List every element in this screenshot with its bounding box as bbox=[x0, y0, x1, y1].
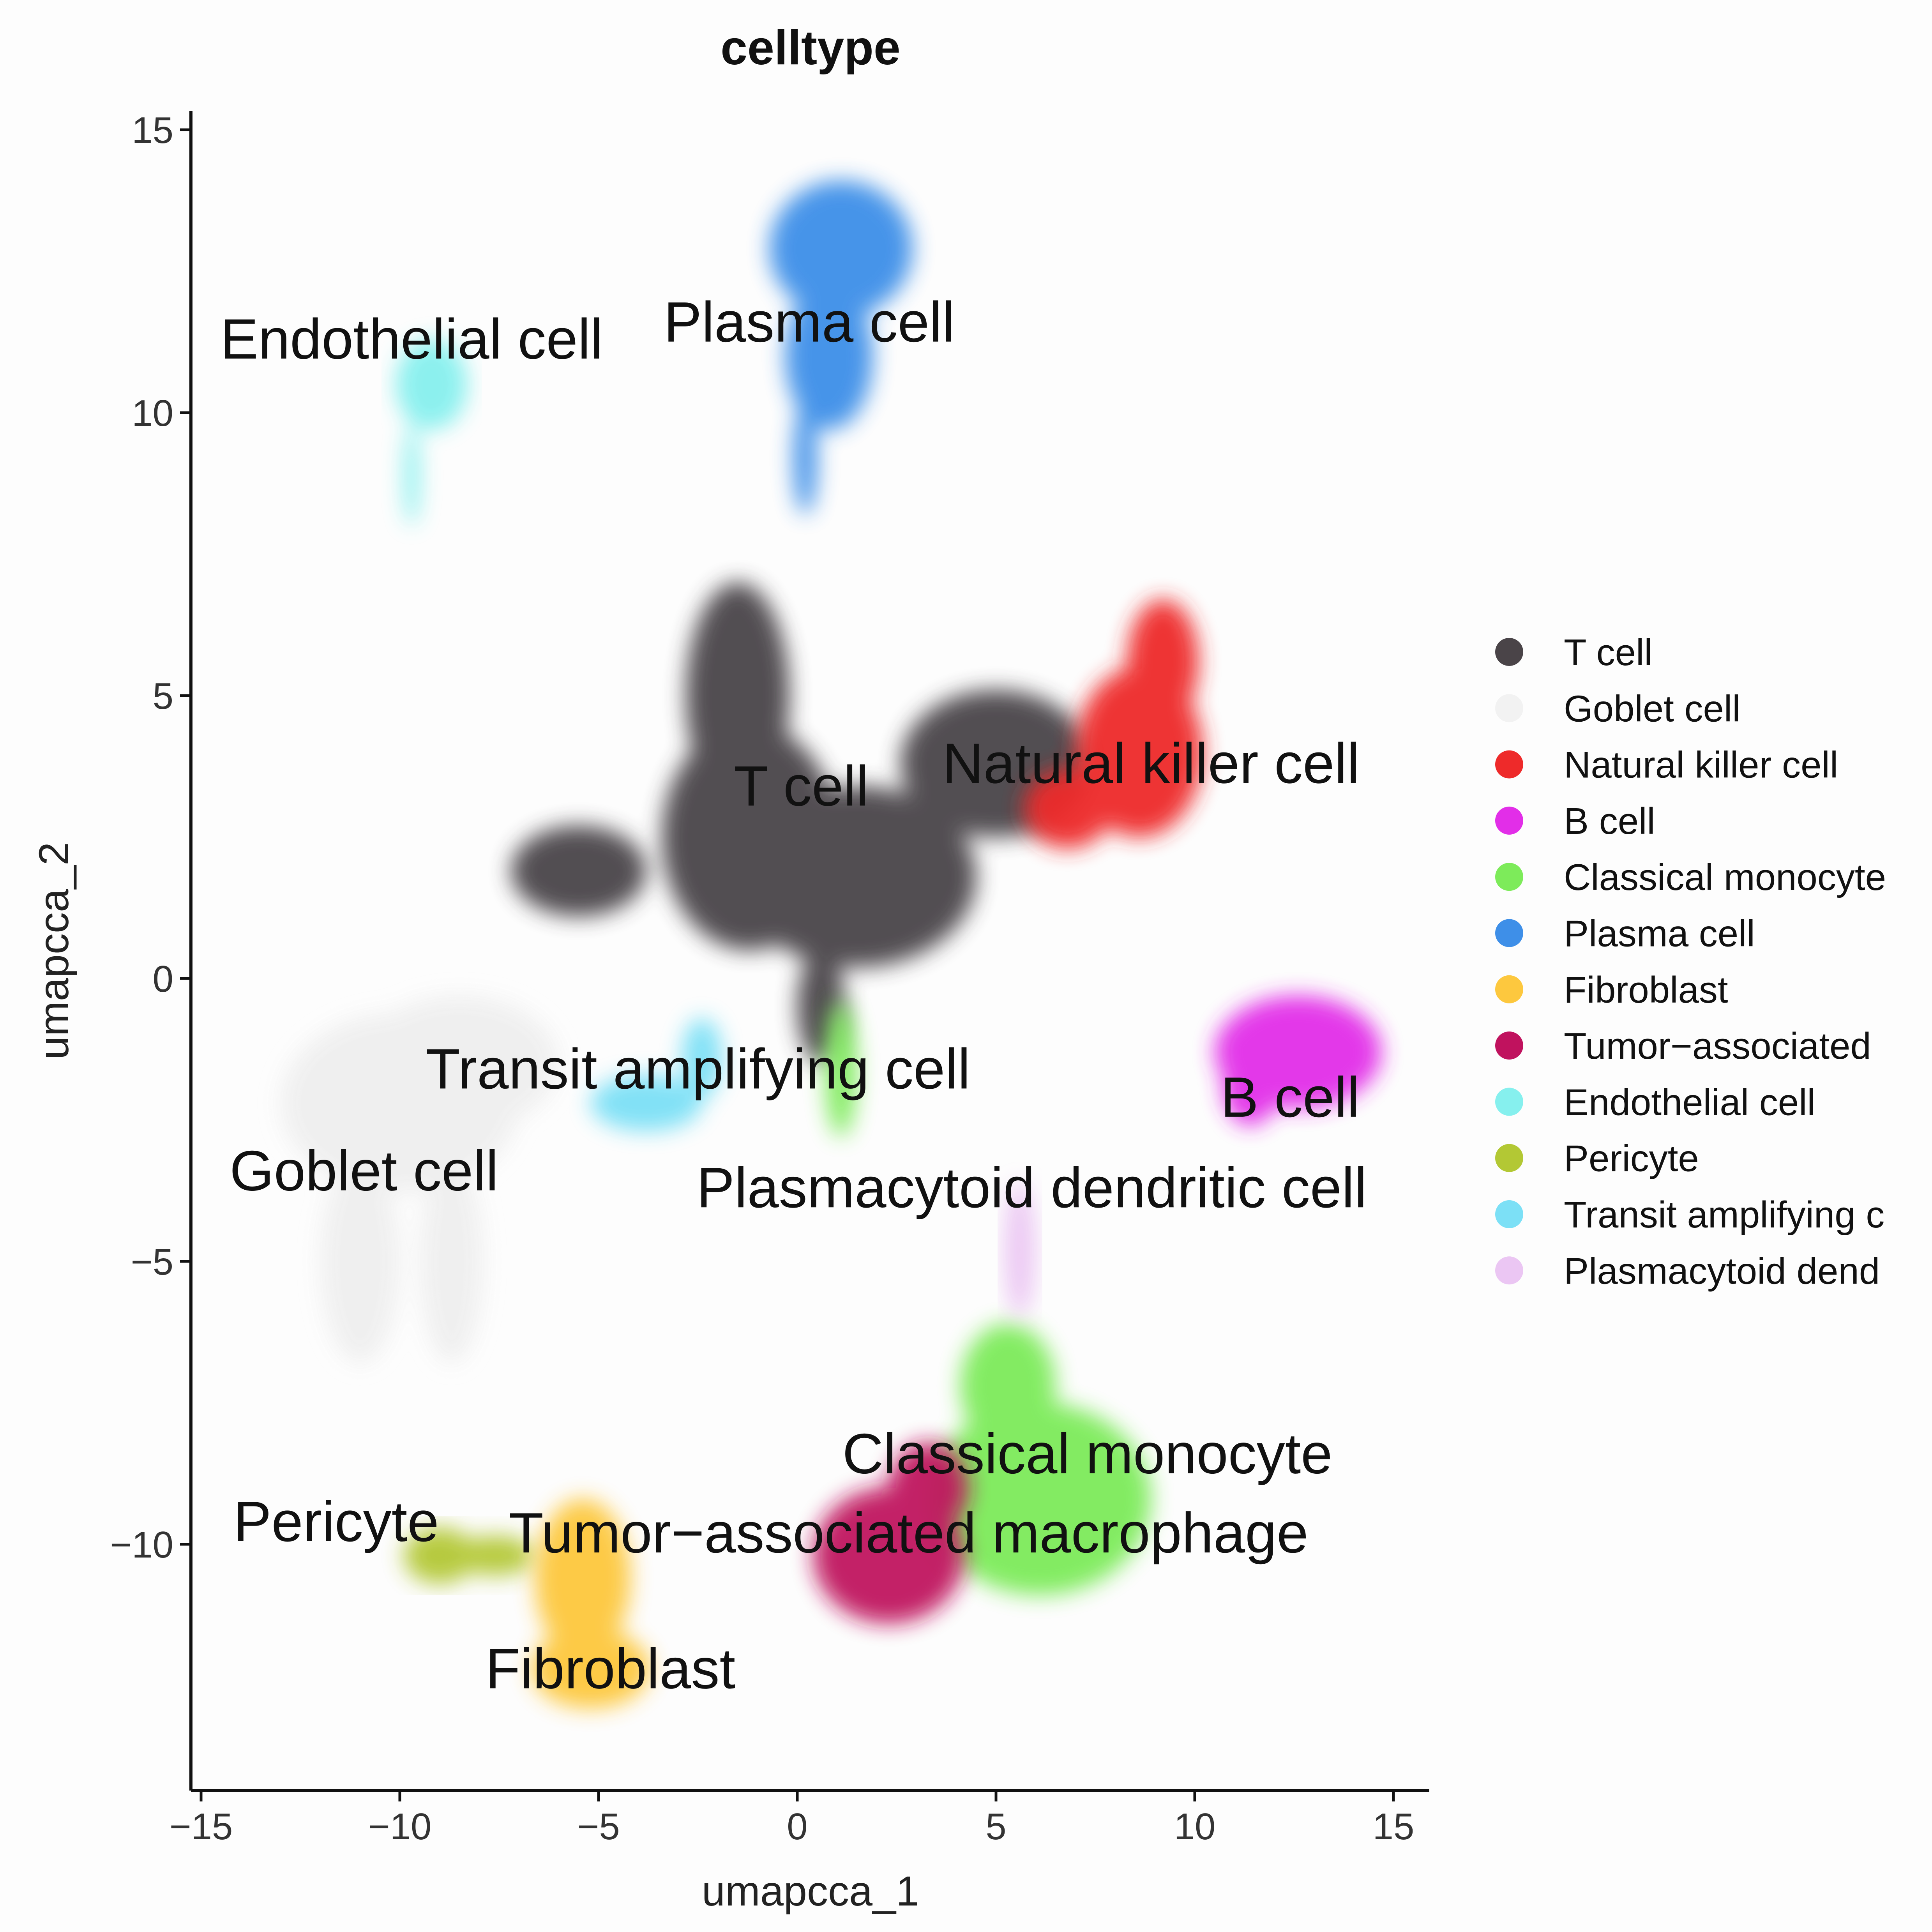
legend-key bbox=[1495, 1144, 1523, 1172]
x-tick-label: 5 bbox=[985, 1806, 1006, 1847]
cluster-label: Goblet cell bbox=[230, 1139, 498, 1203]
x-axis-label: umapcca_1 bbox=[702, 1867, 919, 1914]
cluster-pericyte bbox=[404, 1527, 535, 1584]
y-tick-label: 5 bbox=[153, 675, 173, 717]
cluster-natural-killer-cell bbox=[1024, 599, 1203, 849]
legend-key bbox=[1495, 863, 1523, 891]
legend-label: Pericyte bbox=[1564, 1138, 1699, 1180]
cluster-blob bbox=[531, 1629, 650, 1709]
legend-key bbox=[1495, 694, 1523, 722]
legend-label: Plasmacytoid dend bbox=[1564, 1250, 1880, 1292]
legend-key bbox=[1495, 1200, 1523, 1228]
y-tick-label: 15 bbox=[132, 109, 173, 151]
legend-key bbox=[1495, 750, 1523, 779]
y-tick-label: −10 bbox=[110, 1524, 173, 1566]
cluster-label: T cell bbox=[734, 754, 869, 818]
cluster-blob bbox=[404, 1527, 475, 1584]
legend: T cell Goblet cell Natural killer cell B ce… bbox=[1495, 632, 1886, 1292]
cluster-label: Tumor−associated macrophage bbox=[509, 1501, 1309, 1565]
x-tick-label: −15 bbox=[170, 1806, 233, 1847]
y-tick-label: −5 bbox=[131, 1241, 173, 1283]
legend-label: Transit amplifying c bbox=[1564, 1194, 1884, 1236]
cluster-blob bbox=[455, 1536, 535, 1575]
legend-label: Tumor−associated bbox=[1564, 1025, 1871, 1067]
cluster-blob bbox=[535, 1499, 630, 1658]
cluster-blob bbox=[404, 424, 420, 526]
cluster-blob bbox=[682, 1018, 722, 1097]
cluster-blob bbox=[1024, 769, 1111, 849]
cluster-blob bbox=[360, 995, 559, 1132]
cluster-blob bbox=[420, 1159, 484, 1363]
x-tick-label: 10 bbox=[1174, 1806, 1216, 1847]
legend-key bbox=[1495, 1088, 1523, 1116]
y-axis-label: umapcca_2 bbox=[30, 842, 77, 1060]
y-tick-label: 10 bbox=[132, 392, 173, 434]
cluster-blob bbox=[1127, 599, 1199, 724]
cluster-layer bbox=[281, 180, 1382, 1709]
cluster-goblet-cell bbox=[281, 995, 559, 1363]
cluster-transit-amplifying-cell bbox=[590, 1018, 722, 1132]
cluster-blob bbox=[825, 1001, 857, 1137]
cluster-classical-monocyte bbox=[825, 1001, 1151, 1595]
cluster-label: B cell bbox=[1220, 1065, 1360, 1129]
legend-key bbox=[1495, 1256, 1523, 1285]
cluster-tumor-associated-macrophage bbox=[813, 1442, 968, 1624]
legend-key bbox=[1495, 806, 1523, 835]
legend-label: Endothelial cell bbox=[1564, 1081, 1815, 1123]
cluster-endothelial-cell bbox=[396, 339, 468, 526]
y-tick-label: 0 bbox=[153, 958, 173, 1000]
legend-label: Plasma cell bbox=[1564, 913, 1755, 955]
legend-key bbox=[1495, 1031, 1523, 1060]
legend-label: T cell bbox=[1564, 632, 1653, 673]
legend-label: Goblet cell bbox=[1564, 688, 1741, 729]
cluster-blob bbox=[1222, 1046, 1279, 1126]
cluster-label: Natural killer cell bbox=[942, 731, 1360, 795]
cluster-blob bbox=[960, 1323, 1056, 1448]
x-tick-label: 0 bbox=[787, 1806, 807, 1847]
legend-label: Classical monocyte bbox=[1564, 857, 1886, 898]
legend-key bbox=[1495, 919, 1523, 947]
cluster-blob bbox=[396, 339, 468, 430]
cluster-label: Fibroblast bbox=[486, 1637, 735, 1700]
cluster-labels: Endothelial cell Plasma cell T cell Natural… bbox=[221, 290, 1367, 1701]
cluster-blob bbox=[785, 283, 873, 430]
cluster-plasmacytoid-dendritic-cell bbox=[1004, 1182, 1036, 1318]
x-tick-label: 15 bbox=[1373, 1806, 1415, 1847]
cluster-fibroblast bbox=[531, 1499, 650, 1709]
cluster-blob bbox=[769, 180, 913, 317]
cluster-t-cell bbox=[511, 582, 1091, 1063]
legend-label: B cell bbox=[1564, 800, 1655, 842]
chart-title: celltype bbox=[721, 21, 901, 75]
axes: −15 −10 −5 0 5 10 15 −10 −5 0 5 10 15 bbox=[110, 109, 1429, 1847]
cluster-blob bbox=[320, 1159, 400, 1363]
cluster-blob bbox=[793, 401, 817, 515]
cluster-b-cell bbox=[1215, 995, 1382, 1126]
legend-key bbox=[1495, 975, 1523, 1003]
legend-label: Natural killer cell bbox=[1564, 744, 1838, 786]
legend-label: Fibroblast bbox=[1564, 969, 1728, 1011]
cluster-label: Transit amplifying cell bbox=[426, 1037, 970, 1100]
cluster-label: Pericyte bbox=[233, 1490, 439, 1553]
cluster-blob bbox=[590, 1074, 702, 1132]
cluster-blob bbox=[511, 825, 646, 917]
cluster-label: Plasmacytoid dendritic cell bbox=[697, 1156, 1367, 1219]
cluster-blob bbox=[928, 1403, 1151, 1595]
cluster-label: Endothelial cell bbox=[221, 307, 603, 371]
cluster-plasma-cell bbox=[769, 180, 913, 515]
cluster-label: Classical monocyte bbox=[842, 1422, 1333, 1485]
x-tick-label: −5 bbox=[577, 1806, 620, 1847]
legend-key bbox=[1495, 638, 1523, 666]
cluster-blob bbox=[888, 1442, 968, 1533]
cluster-blob bbox=[738, 786, 976, 967]
cluster-label: Plasma cell bbox=[664, 290, 954, 354]
x-tick-label: −10 bbox=[368, 1806, 432, 1847]
cluster-blob bbox=[1004, 1182, 1036, 1318]
